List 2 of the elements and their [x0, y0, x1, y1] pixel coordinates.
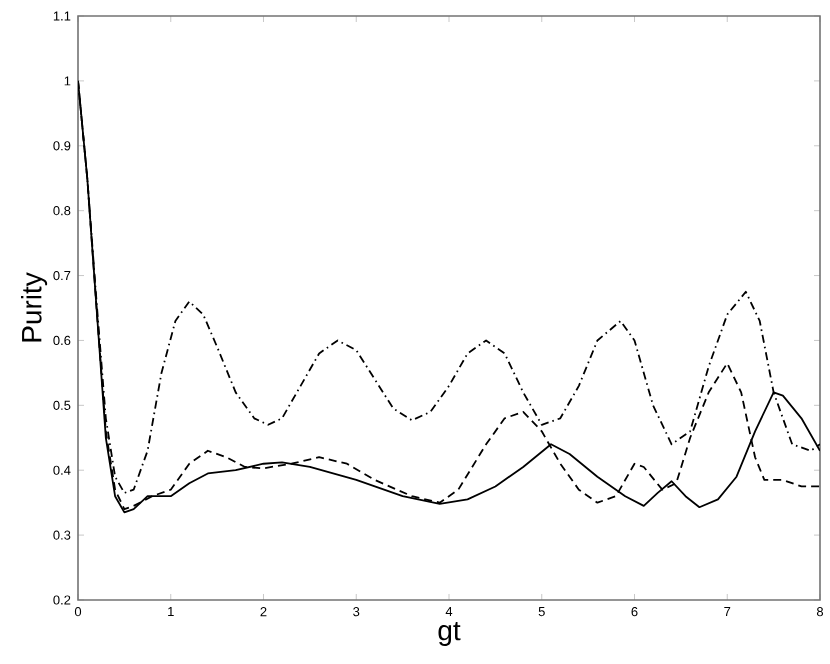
y-axis-title: Purity — [21, 272, 48, 342]
x-axis-title: gt — [438, 622, 461, 646]
